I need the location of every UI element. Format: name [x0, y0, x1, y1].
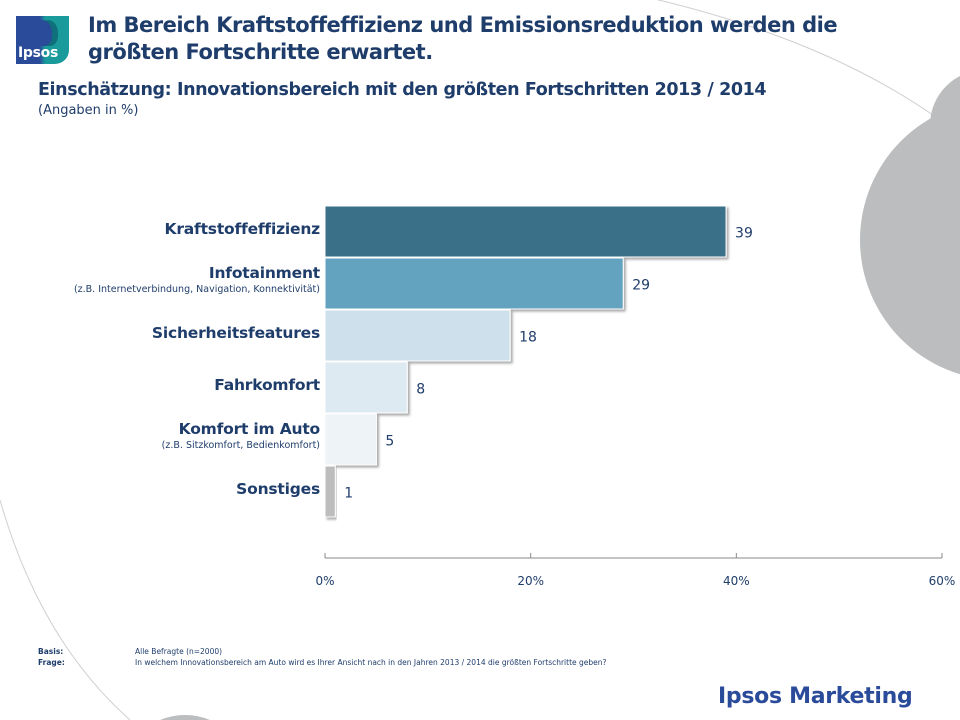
logo-head-icon	[32, 20, 52, 46]
bar-sicherheitsfeatures	[324, 309, 511, 362]
category-name: Komfort im Auto	[178, 420, 321, 438]
data-label: 5	[385, 434, 394, 450]
category-label: Infotainment (z.B. Internetverbindung, Na…	[74, 264, 320, 295]
footnotes: Basis: Alle Befragte (n=2000) Frage: In …	[38, 646, 607, 668]
unit-note: (Angaben in %)	[38, 103, 139, 118]
brand-footer: Ipsos Marketing	[718, 684, 913, 709]
ipsos-logo: Ipsos	[16, 16, 69, 64]
category-name: Sicherheitsfeatures	[151, 324, 320, 342]
category-label: Komfort im Auto (z.B. Sitzkomfort, Bedien…	[161, 420, 321, 451]
chart-title: Einschätzung: Innovationsbereich mit den…	[38, 80, 767, 100]
data-label: 8	[416, 382, 425, 398]
x-tick-label: 0%	[315, 574, 334, 588]
category-label: Sonstiges	[236, 480, 320, 498]
category-note: (z.B. Sitzkomfort, Bedienkomfort)	[161, 440, 320, 451]
data-label: 29	[632, 278, 650, 294]
category-name: Fahrkomfort	[214, 376, 320, 394]
x-tick-label: 20%	[517, 574, 544, 588]
bar-infotainment	[324, 257, 624, 310]
basis-label: Basis:	[38, 647, 64, 656]
bar-kraftstoffeffizienz	[324, 205, 727, 258]
x-tick-label: 60%	[929, 574, 956, 588]
basis-value: Alle Befragte (n=2000)	[135, 647, 223, 656]
bar-fahrkomfort	[324, 361, 408, 414]
bar-sonstiges	[324, 465, 336, 518]
category-name: Kraftstoffeffizienz	[164, 220, 321, 238]
category-name: Infotainment	[208, 264, 320, 282]
page-title: Im Bereich Kraftstoffeffizienz und Emiss…	[88, 13, 838, 64]
category-label: Kraftstoffeffizienz	[164, 220, 321, 238]
category-label: Fahrkomfort	[214, 376, 320, 394]
frage-value: In welchem Innovationsbereich am Auto wi…	[135, 658, 607, 667]
data-label: 18	[519, 330, 537, 346]
category-name: Sonstiges	[236, 480, 320, 498]
category-note: (z.B. Internetverbindung, Navigation, Ko…	[73, 284, 320, 295]
data-label: 39	[735, 226, 753, 242]
bar-komfort-im-auto	[324, 413, 377, 466]
category-label: Sicherheitsfeatures	[152, 324, 320, 342]
logo-text: Ipsos	[18, 45, 59, 61]
frage-label: Frage:	[38, 658, 65, 667]
data-label: 1	[344, 486, 353, 502]
x-tick-label: 40%	[723, 574, 750, 588]
